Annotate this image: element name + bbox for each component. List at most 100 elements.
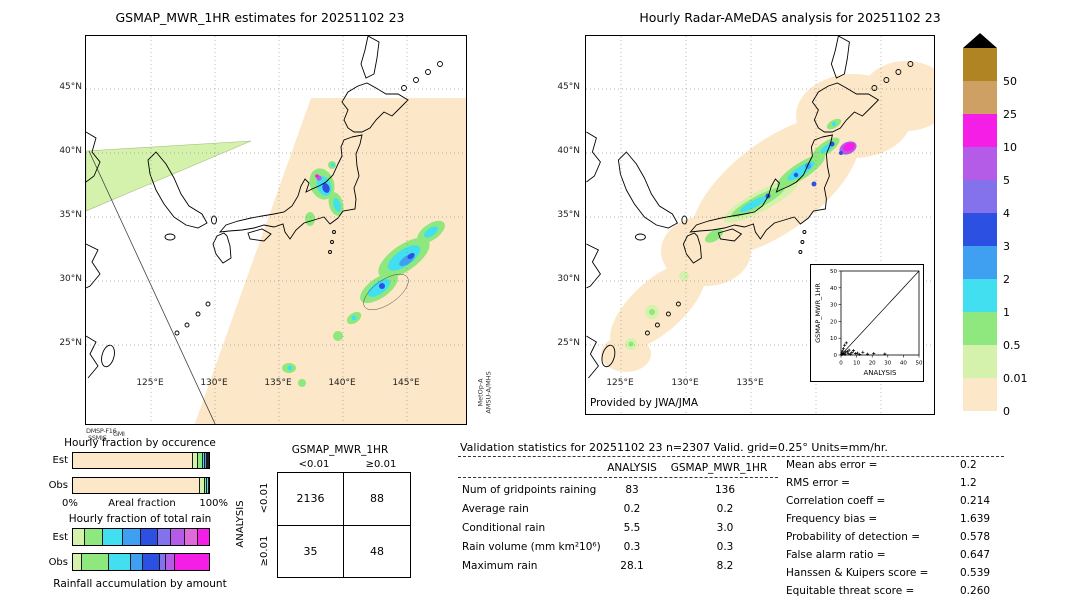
left-lon-label: 145°E	[392, 378, 420, 388]
bar-segment	[207, 453, 209, 468]
occurrence-bar-obs	[72, 477, 210, 494]
colorbar-cell: 4	[963, 180, 1010, 220]
totalrain-bar-obs	[72, 553, 210, 571]
left-lon-label: 125°E	[136, 378, 164, 388]
validation-gsmap-value: 3.0	[716, 522, 734, 534]
areal-axis-max: 100%	[199, 498, 228, 509]
colorbar-tick-label: 0.01	[1003, 372, 1028, 385]
occurrence-bar-est	[72, 452, 210, 469]
colorbar-tick-label: 0	[1003, 405, 1010, 418]
totalrain-est-label: Est	[52, 532, 68, 543]
bar-segment	[201, 453, 205, 468]
bar-segment	[169, 529, 185, 545]
right-coastline	[586, 36, 914, 379]
skill-value: 0.539	[960, 567, 991, 579]
right-lat-label: 35°N	[557, 210, 580, 220]
left-precip-overlay	[86, 98, 466, 424]
left-coastline	[86, 36, 443, 379]
bar-segment	[192, 453, 198, 468]
skill-value: 0.647	[960, 549, 991, 561]
swath-edge-line	[88, 150, 216, 424]
right-precip-overlay	[601, 61, 934, 372]
skill-value: 1.639	[960, 513, 991, 525]
satellite-side-note-line: AMSU-A/MHS	[485, 371, 493, 414]
left-lat-label: 25°N	[59, 338, 82, 348]
colorbar-tick-label: 1	[1003, 306, 1010, 319]
svg-text:50: 50	[916, 361, 923, 367]
colorbar-tick-label: 50	[1003, 75, 1017, 88]
bar-segment	[157, 529, 170, 545]
svg-text:50: 50	[830, 269, 837, 275]
colorbar-cell: 10	[963, 114, 1017, 154]
skill-value: 0.214	[960, 495, 991, 507]
bar-segment	[130, 554, 143, 570]
validation-col-gsmap: GSMAP_MWR_1HR	[670, 462, 768, 474]
svg-text:30: 30	[884, 361, 891, 367]
validation-row-label: Conditional rain	[462, 522, 546, 534]
bar-segment	[206, 478, 208, 493]
bar-segment	[158, 554, 166, 570]
totalrain-chart-footer: Rainfall accumulation by amount	[53, 578, 227, 590]
inset-points	[839, 341, 887, 357]
left-lon-label: 140°E	[328, 378, 356, 388]
left-lon-label: 130°E	[200, 378, 228, 388]
right-map	[585, 35, 935, 415]
data-credit: Provided by JWA/JMA	[588, 397, 701, 409]
right-map-title: Hourly Radar-AMeDAS analysis for 2025110…	[639, 10, 941, 25]
bar-segment	[173, 554, 209, 570]
right-lat-label: 25°N	[557, 338, 580, 348]
bar-segment	[73, 554, 82, 570]
bar-segment	[203, 478, 207, 493]
bar-segment	[73, 478, 199, 493]
svg-text:0: 0	[839, 361, 843, 367]
bar-segment	[81, 554, 109, 570]
areal-axis-min: 0%	[62, 498, 78, 509]
colorbar-cells: 50 25 10 5 4 3 2 1 0.5 0.01 0	[963, 48, 1028, 418]
areal-axis-label: Areal fraction	[108, 498, 176, 509]
bar-segment	[208, 453, 209, 468]
contingency-cell: 48	[370, 544, 384, 558]
contingency-col-header: <0.01	[298, 459, 330, 470]
occurrence-est-label: Est	[52, 455, 68, 466]
bar-segment	[83, 529, 102, 545]
contingency-cell: 2136	[278, 473, 344, 526]
contingency-cell: 88	[344, 473, 410, 526]
right-lat-label: 45°N	[557, 82, 580, 92]
bar-segment	[206, 453, 208, 468]
bar-segment	[121, 529, 140, 545]
colorbar-tick-label: 3	[1003, 240, 1010, 253]
left-gridlines	[86, 36, 466, 424]
occurrence-obs-label: Obs	[48, 480, 68, 491]
bar-segment	[139, 529, 158, 545]
inset-xlabel: ANALYSIS	[863, 369, 897, 377]
bar-segment	[73, 453, 192, 468]
bar-segment	[208, 478, 209, 493]
validation-row-label: Maximum rain	[462, 560, 538, 572]
bar-segment	[204, 453, 206, 468]
validation-gsmap-value: 8.2	[716, 560, 734, 572]
contingency-col-header: ≥0.01	[365, 459, 397, 470]
colorbar-tick-label: 25	[1003, 108, 1017, 121]
colorbar-cell: 0.01	[963, 345, 1028, 385]
satellite-side-note-line: MetOp-A	[476, 378, 485, 407]
right-lon-label: 135°E	[736, 378, 764, 388]
colorbar-cell: 3	[963, 213, 1010, 253]
skill-label: Mean abs error =	[786, 459, 878, 471]
colorbar-overflow-triangle	[963, 33, 997, 48]
left-lat-label: 30°N	[59, 274, 82, 284]
colorbar-tick-label: 5	[1003, 174, 1010, 187]
colorbar: 50 25 10 5 4 3 2 1 0.5 0.01 0	[963, 33, 1028, 418]
skill-label: Probability of detection =	[786, 531, 921, 543]
colorbar-cell: 1	[963, 279, 1010, 319]
validation-row-label: Num of gridpoints raining	[462, 484, 597, 496]
right-lon-label: 130°E	[671, 378, 699, 388]
colorbar-cell: 50	[963, 48, 1017, 88]
bar-segment	[165, 554, 174, 570]
left-lat-label: 35°N	[59, 210, 82, 220]
totalrain-obs-label: Obs	[48, 557, 68, 568]
validation-gsmap-value: 0.3	[716, 541, 734, 553]
divider	[458, 456, 1004, 457]
validation-analysis-value: 0.3	[623, 541, 641, 553]
divider	[458, 477, 778, 478]
